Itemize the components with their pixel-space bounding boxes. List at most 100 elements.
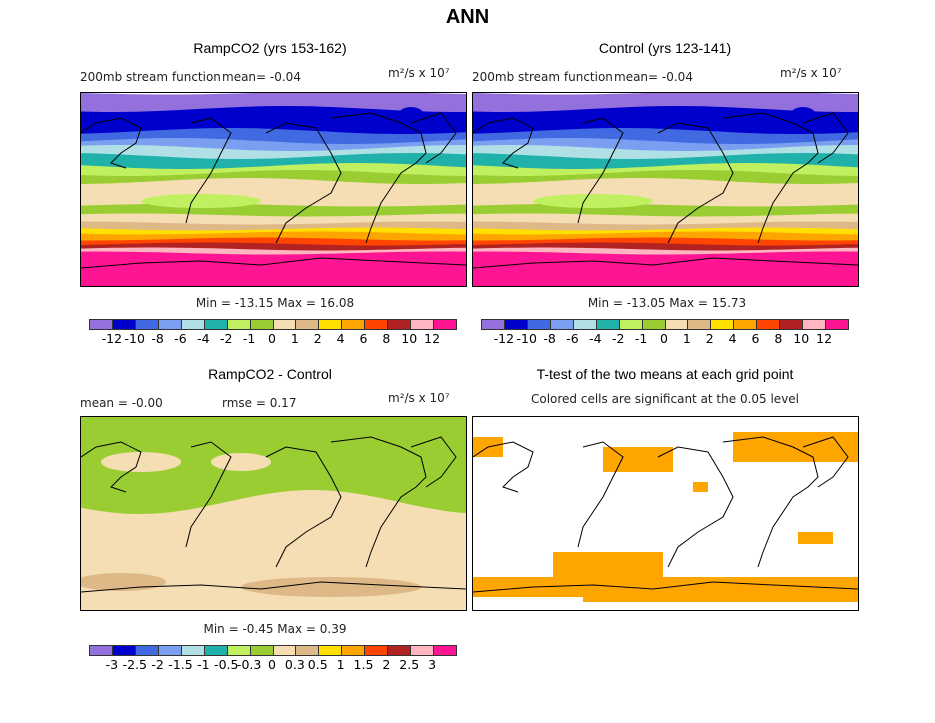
colorbar-tick-label: -8	[543, 331, 556, 346]
panel2-map	[472, 92, 859, 287]
coastline	[410, 112, 457, 164]
panel3-stats: Min = -0.45 Max = 0.39	[203, 622, 347, 636]
figure-title: ANN	[445, 6, 490, 28]
colorbar-tick-label: 4	[728, 331, 737, 346]
coastline	[81, 257, 466, 269]
colorbar-box	[273, 320, 297, 329]
contour-blob	[101, 452, 181, 472]
colorbar-tick-label: -0.3	[236, 657, 262, 672]
panel3-mean: mean = -0.00	[80, 396, 163, 410]
colorbar-tick-label: -0.5	[214, 657, 239, 672]
significant-cells	[693, 482, 708, 492]
panel1-map	[80, 92, 467, 287]
colorbar-box	[250, 646, 274, 655]
colorbar-box	[388, 320, 412, 329]
colorbar-box	[596, 320, 620, 329]
colorbar-tick-label: 0.5	[307, 657, 328, 672]
colorbar-box	[342, 320, 366, 329]
coastline	[81, 117, 142, 169]
panel1-title: RampCO2 (yrs 153-162)	[193, 40, 347, 56]
colorbar-box	[112, 646, 136, 655]
colorbar-box	[411, 646, 435, 655]
panel3-title: RampCO2 - Control	[208, 366, 332, 382]
colorbar-box	[757, 320, 781, 329]
coastline	[722, 112, 819, 244]
colorbar-tick-label: -1	[197, 657, 210, 672]
coastline	[185, 441, 232, 548]
colorbar-box	[135, 646, 159, 655]
coastline	[473, 117, 534, 169]
significant-cells	[798, 532, 833, 544]
coastline	[802, 112, 849, 164]
panel3-map	[80, 416, 467, 611]
panel2-colorbar-ticks: -12 -10 -8 -6 -4 -2 -1 0 1 2 4 6 8 10 12	[481, 331, 847, 346]
colorbar-box	[90, 646, 113, 655]
colorbar-tick-label: 0	[268, 331, 276, 346]
panel2-title: Control (yrs 123-141)	[598, 40, 732, 56]
colorbar-tick-label: -2	[220, 331, 233, 346]
colorbar-tick-label: 12	[816, 331, 833, 346]
colorbar-tick-label: -4	[589, 331, 602, 346]
colorbar-box	[642, 320, 666, 329]
colorbar-tick-label: 2.5	[399, 657, 420, 672]
significant-cells	[553, 552, 663, 577]
colorbar-tick-label: -10	[516, 331, 537, 346]
panel2-mean: mean= -0.04	[614, 70, 693, 84]
colorbar-box	[527, 320, 551, 329]
colorbar-tick-label: 4	[336, 331, 345, 346]
panel1-mean: mean= -0.04	[222, 70, 301, 84]
colorbar-box	[826, 320, 848, 329]
contour-band	[81, 251, 466, 286]
colorbar-box	[388, 646, 412, 655]
colorbar-tick-label: -1	[242, 331, 256, 346]
colorbar-box	[504, 320, 528, 329]
contour-blob	[141, 194, 261, 208]
colorbar-box	[665, 320, 689, 329]
colorbar-box	[204, 646, 228, 655]
colorbar-tick-label: 10	[793, 331, 810, 346]
panel3-rmse: rmse = 0.17	[222, 396, 297, 410]
colorbar-box	[227, 320, 251, 329]
colorbar-tick-label: 0	[268, 657, 276, 672]
coastline	[473, 441, 534, 493]
colorbar-tick-label: -6	[566, 331, 579, 346]
colorbar-tick-label: 12	[424, 331, 441, 346]
colorbar-tick-label: 0.3	[284, 657, 305, 672]
colorbar-tick-label: 1	[682, 331, 691, 346]
panel1-left-label: 200mb stream function	[80, 70, 221, 84]
coastline	[473, 581, 858, 593]
colorbar-tick-label: 10	[401, 331, 418, 346]
colorbar-tick-label: 8	[774, 331, 783, 346]
colorbar-box	[319, 646, 343, 655]
panel3-colorbar-ticks: -3 -2.5 -2 -1.5 -1 -0.5 -0.3 0 0.3 0.5 1 1.5 2 2.5 3	[89, 657, 455, 672]
coastline	[265, 122, 342, 244]
colorbar-tick-label: -6	[174, 331, 187, 346]
panel1-colorbar	[89, 319, 457, 330]
colorbar-tick-label: -8	[151, 331, 164, 346]
colorbar-tick-label: -4	[197, 331, 210, 346]
colorbar-box	[550, 320, 574, 329]
panel1-units: m²/s x 10⁷	[388, 66, 450, 80]
coastline	[330, 436, 427, 568]
colorbar-tick-label: -10	[124, 331, 145, 346]
colorbar-box	[365, 646, 389, 655]
coastline	[577, 441, 624, 548]
panel4-subtitle: Colored cells are significant at the 0.0…	[530, 392, 800, 406]
coastline	[81, 581, 466, 593]
colorbar-box	[803, 320, 827, 329]
colorbar-tick-label: 8	[382, 331, 391, 346]
coastline	[410, 436, 457, 488]
colorbar-tick-label: -2.5	[122, 657, 147, 672]
significant-cells	[733, 432, 858, 462]
colorbar-box	[250, 320, 274, 329]
colorbar-tick-label: -3	[105, 657, 119, 672]
colorbar-box	[90, 320, 113, 329]
colorbar-box	[296, 646, 320, 655]
panel2-colorbar	[481, 319, 849, 330]
colorbar-box	[181, 646, 205, 655]
colorbar-tick-label: -1	[634, 331, 648, 346]
colorbar-tick-label: -1.5	[168, 657, 193, 672]
colorbar-box	[273, 646, 297, 655]
colorbar-tick-label: 2	[705, 331, 714, 346]
colorbar-tick-label: 6	[751, 331, 760, 346]
